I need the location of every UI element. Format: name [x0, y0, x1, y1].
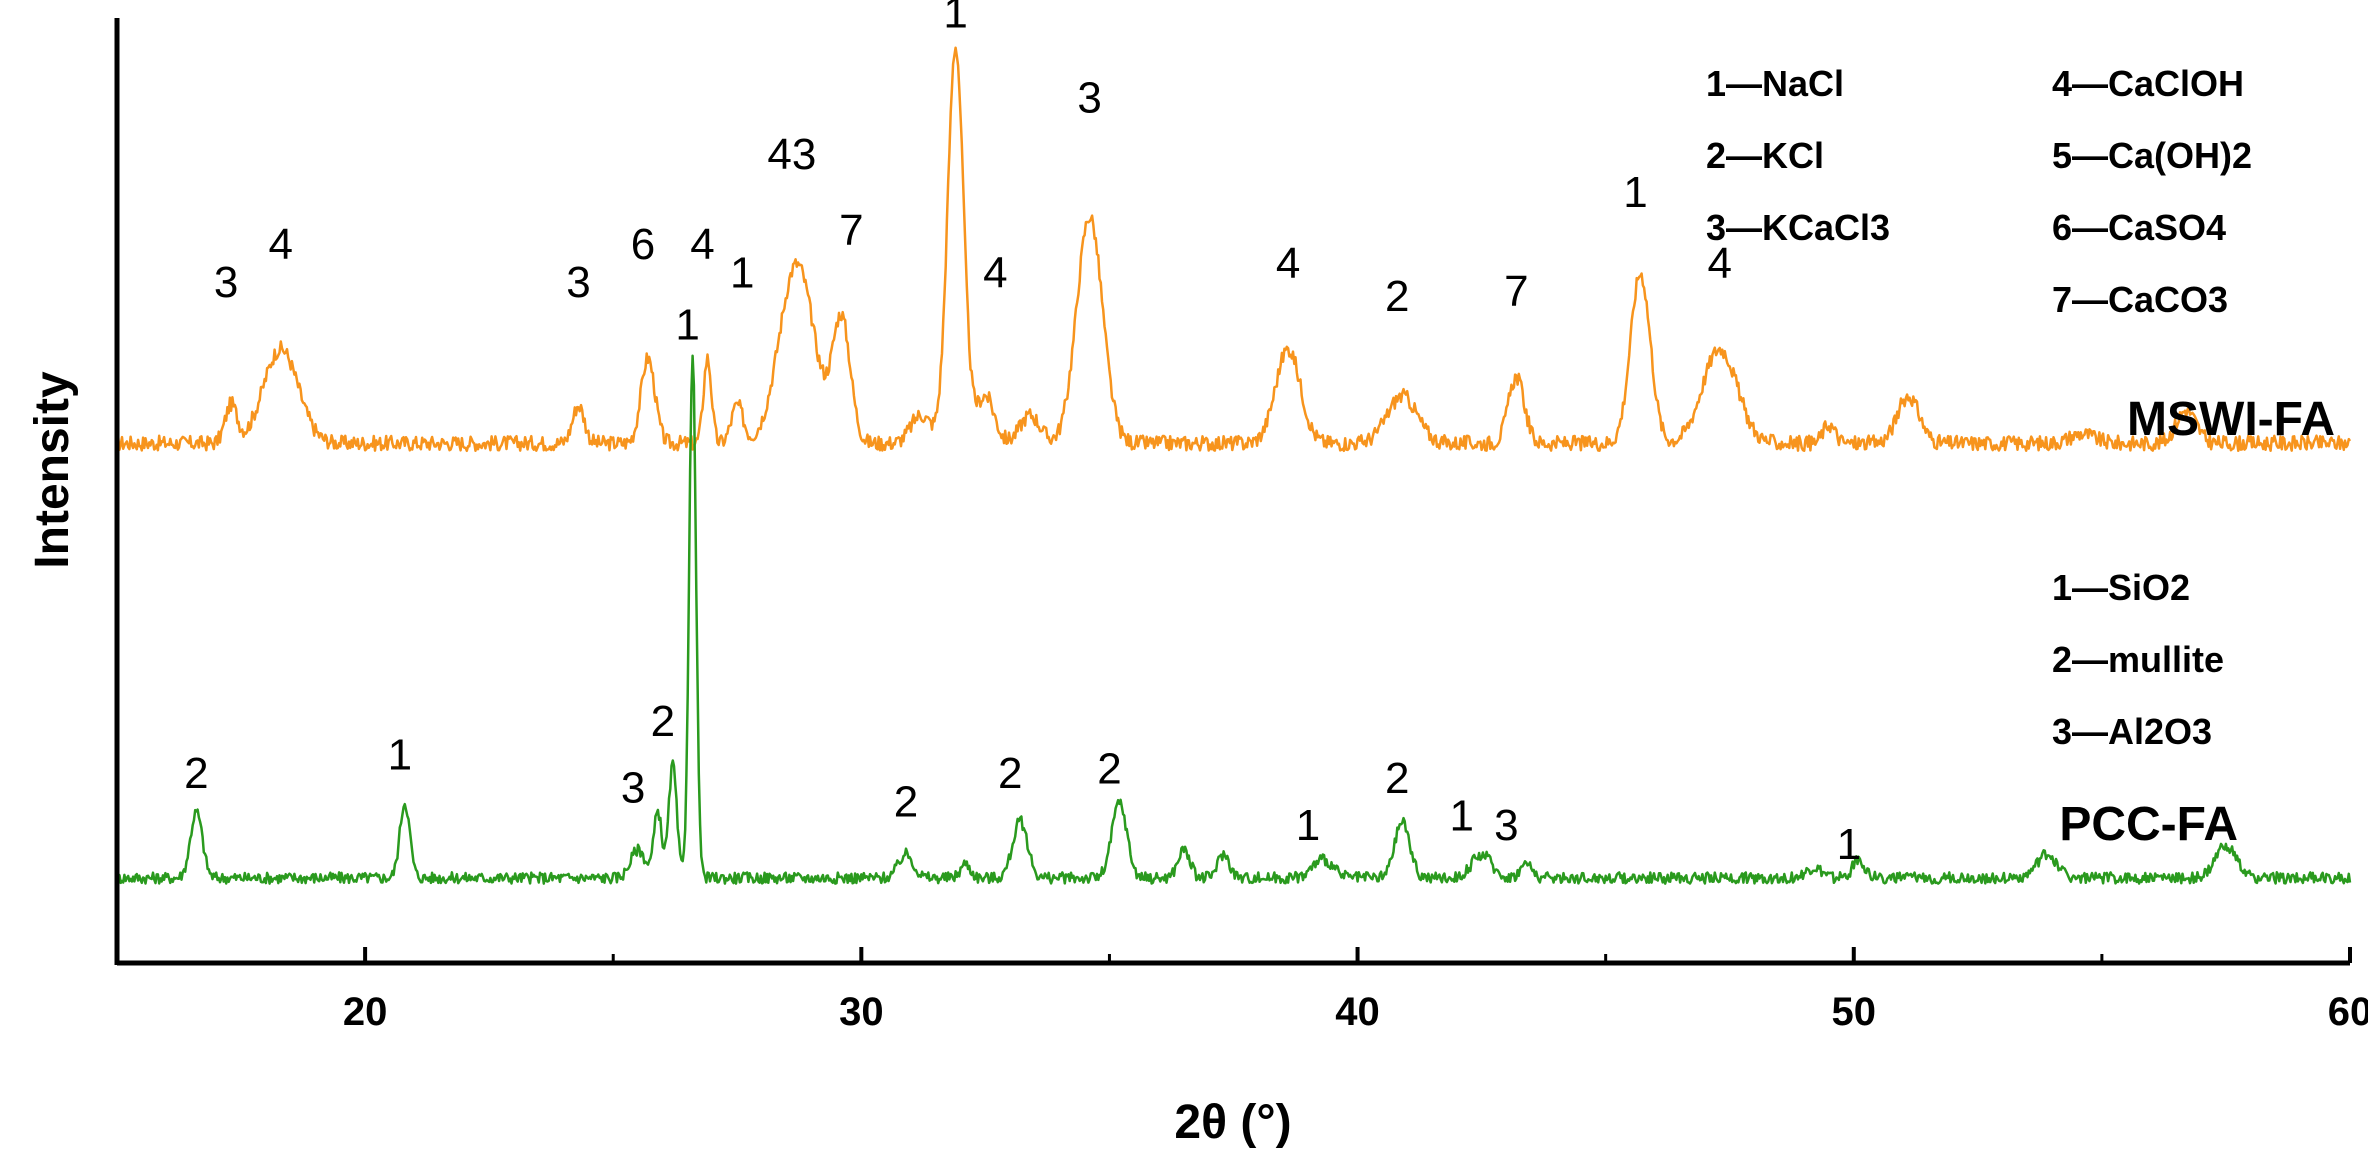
plot-area — [115, 46, 2352, 885]
x-tick-label: 60 — [2328, 990, 2368, 1034]
mswi-legend-entry: 4—CaClOH — [2052, 63, 2244, 104]
peak-label: 2 — [894, 778, 918, 827]
peak-label: 4 — [1276, 239, 1300, 288]
peak-label: 2 — [184, 749, 208, 798]
peak-label: 1 — [1450, 792, 1474, 841]
peak-label: 43 — [767, 130, 816, 179]
legends: 1—NaCl 4—CaClOH 2—KCl 5—Ca(OH)2 3—KCaCl3… — [1706, 63, 2335, 851]
axes: 20 30 40 50 60 2θ (°) Intensity — [26, 18, 2368, 1149]
peak-label: 1 — [675, 300, 699, 349]
peak-label: 7 — [839, 206, 863, 255]
mswi-legend-entry: 2—KCl — [1706, 135, 1824, 176]
peak-label: 4 — [269, 220, 293, 269]
peak-label: 2 — [1097, 744, 1121, 793]
mswi-legend-entry: 3—KCaCl3 — [1706, 207, 1890, 248]
mswi-legend-entry: 1—NaCl — [1706, 63, 1844, 104]
y-axis-title: Intensity — [26, 371, 79, 569]
pcc-legend-entry: 1—SiO2 — [2052, 567, 2190, 608]
x-axis-title: 2θ (°) — [1174, 1096, 1291, 1149]
peak-label: 1 — [1837, 820, 1861, 869]
peak-label: 1 — [943, 0, 967, 37]
x-ticks: 20 30 40 50 60 — [343, 947, 2368, 1034]
peak-label: 1 — [1623, 168, 1647, 217]
x-tick-label: 50 — [1832, 990, 1877, 1034]
peak-label: 3 — [1077, 74, 1101, 123]
mswi-legend-entry: 6—CaSO4 — [2052, 207, 2226, 248]
x-tick-label: 20 — [343, 990, 388, 1034]
peak-label: 2 — [998, 749, 1022, 798]
peak-label: 1 — [1296, 801, 1320, 850]
peak-label: 3 — [566, 258, 590, 307]
peak-label: 1 — [388, 730, 412, 779]
peak-label: 3 — [1494, 801, 1518, 850]
pcc-legend: 1—SiO2 2—mullite 3—Al2O3 — [2052, 567, 2224, 752]
peak-label: 4 — [690, 220, 714, 269]
series-label-mswi: MSWI-FA — [2127, 393, 2335, 446]
peak-label: 4 — [1708, 239, 1732, 288]
peak-label: 4 — [983, 248, 1007, 297]
x-tick-label: 40 — [1335, 990, 1380, 1034]
mswi-legend-entry: 7—CaCO3 — [2052, 279, 2228, 320]
peak-label: 2 — [1385, 272, 1409, 321]
series-label-pcc: PCC-FA — [2059, 798, 2238, 851]
x-tick-label: 30 — [839, 990, 884, 1034]
series-line-pcc-fa — [115, 354, 2352, 885]
peak-label: 2 — [1385, 754, 1409, 803]
peak-label: 3 — [214, 258, 238, 307]
mswi-legend: 1—NaCl 4—CaClOH 2—KCl 5—Ca(OH)2 3—KCaCl3… — [1706, 63, 2252, 320]
series-line-mswi-fa — [116, 46, 2352, 453]
mswi-legend-entry: 5—Ca(OH)2 — [2052, 135, 2252, 176]
peak-label: 6 — [631, 220, 655, 269]
pcc-legend-entry: 3—Al2O3 — [2052, 711, 2212, 752]
peak-label: 1 — [730, 248, 754, 297]
peak-label: 2 — [651, 697, 675, 746]
pcc-legend-entry: 2—mullite — [2052, 639, 2224, 680]
peak-label: 3 — [621, 763, 645, 812]
peak-label: 7 — [1504, 267, 1528, 316]
